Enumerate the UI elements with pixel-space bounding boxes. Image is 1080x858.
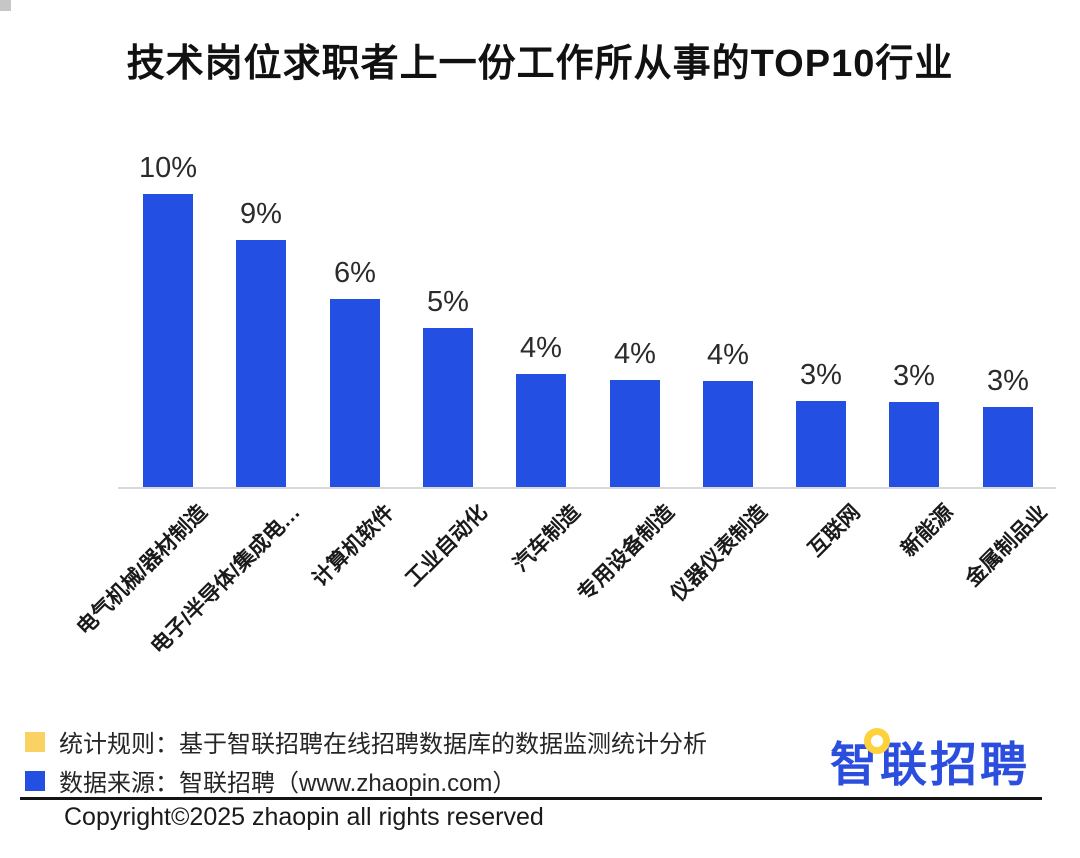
chart-legend: 统计规则：基于智联招聘在线招聘数据库的数据监测统计分析 数据来源：智联招聘（ww… — [25, 722, 707, 800]
bar — [423, 328, 473, 487]
legend-row-stat-rule: 统计规则：基于智联招聘在线招聘数据库的数据监测统计分析 — [25, 722, 707, 761]
legend-label-stat-rule: 统计规则：基于智联招聘在线招聘数据库的数据监测统计分析 — [59, 731, 707, 758]
zhaopin-logo-text: 智联招聘 — [830, 738, 1030, 791]
bar — [516, 374, 566, 487]
zhaopin-logo-pin-icon — [864, 728, 890, 754]
bar — [143, 194, 193, 487]
legend-swatch-yellow-icon — [25, 731, 45, 752]
bar-value-label: 10% — [138, 152, 198, 184]
copyright-text: Copyright©2025 zhaopin all rights reserv… — [64, 803, 544, 831]
zhaopin-logo: 智联招聘 — [830, 726, 1030, 795]
bar-value-label: 4% — [614, 338, 656, 370]
bar — [236, 240, 286, 487]
category-label: 计算机软件 — [308, 500, 399, 592]
bar-value-label: 5% — [427, 286, 469, 318]
bar — [983, 407, 1033, 487]
category-label: 新能源 — [896, 500, 958, 562]
bar — [610, 380, 660, 487]
bar-value-label: 4% — [520, 332, 562, 364]
category-label: 汽车制造 — [509, 500, 585, 577]
bar — [330, 299, 380, 487]
bar-value-label: 4% — [707, 339, 749, 371]
category-label: 互联网 — [803, 500, 865, 562]
category-label: 工业自动化 — [401, 500, 492, 592]
category-label: 电气机械/器材制造 — [72, 500, 212, 640]
bar-value-label: 3% — [987, 365, 1029, 397]
chart-title: 技术岗位求职者上一份工作所从事的TOP10行业 — [126, 43, 954, 85]
category-label: 专用设备制造 — [573, 500, 679, 606]
x-axis-line — [118, 487, 1056, 489]
bar-value-label: 3% — [893, 360, 935, 392]
category-label: 仪器仪表制造 — [666, 500, 772, 606]
legend-label-data-source: 数据来源：智联招聘（www.zhaopin.com） — [59, 770, 517, 797]
bar — [796, 401, 846, 487]
bar-value-label: 3% — [800, 359, 842, 391]
legend-swatch-blue-icon — [25, 770, 45, 791]
bar — [703, 381, 753, 487]
category-label: 金属制品业 — [961, 500, 1052, 592]
legend-row-data-source: 数据来源：智联招聘（www.zhaopin.com） — [25, 761, 707, 800]
corner-artifact — [0, 0, 11, 11]
category-label: 电子/半导体/集成电… — [146, 500, 305, 659]
bar-value-label: 6% — [334, 257, 376, 289]
bar — [889, 402, 939, 487]
bar-value-label: 9% — [240, 198, 282, 230]
footer-divider — [20, 797, 1042, 800]
